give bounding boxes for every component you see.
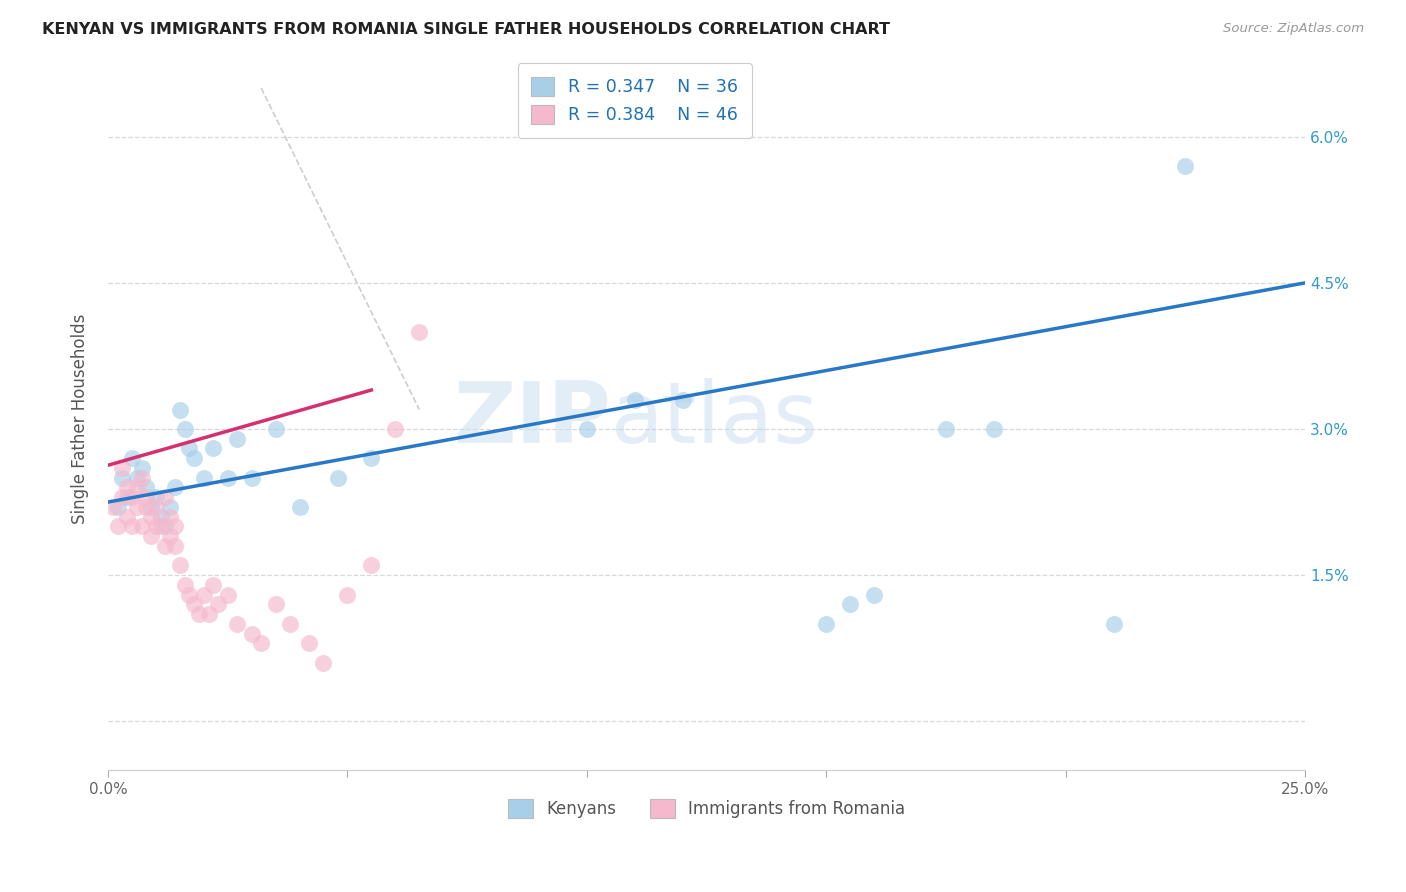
Point [125, 500, 148, 514]
Y-axis label: Single Father Households: Single Father Households [72, 314, 89, 524]
Point [163, 519, 186, 533]
Point [360, 451, 382, 466]
Point [121, 490, 143, 504]
Point [115, 490, 138, 504]
Point [139, 529, 162, 543]
Point [145, 519, 167, 533]
Point [159, 500, 181, 514]
Point [839, 598, 862, 612]
Point [115, 509, 138, 524]
Point [125, 480, 148, 494]
Point [217, 588, 239, 602]
Point [193, 588, 215, 602]
Point [135, 490, 157, 504]
Point [155, 539, 177, 553]
Point [183, 598, 205, 612]
Point [193, 471, 215, 485]
Point [135, 480, 157, 494]
Point [149, 509, 172, 524]
Point [863, 588, 886, 602]
Point [240, 471, 263, 485]
Point [935, 422, 957, 436]
Point [217, 471, 239, 485]
Point [121, 519, 143, 533]
Point [408, 325, 430, 339]
Point [149, 519, 172, 533]
Point [336, 588, 359, 602]
Point [179, 588, 201, 602]
Point [173, 422, 195, 436]
Point [107, 500, 129, 514]
Point [983, 422, 1005, 436]
Point [202, 578, 225, 592]
Point [135, 500, 157, 514]
Point [131, 461, 153, 475]
Point [278, 616, 301, 631]
Point [131, 519, 153, 533]
Point [288, 500, 311, 514]
Point [1174, 159, 1197, 173]
Point [111, 490, 134, 504]
Point [188, 607, 211, 621]
Point [250, 636, 273, 650]
Point [115, 480, 138, 494]
Point [264, 422, 287, 436]
Point [131, 471, 153, 485]
Point [179, 442, 201, 456]
Point [197, 607, 219, 621]
Point [1102, 616, 1125, 631]
Point [183, 451, 205, 466]
Point [226, 616, 249, 631]
Text: atlas: atlas [610, 377, 818, 461]
Point [163, 480, 186, 494]
Point [111, 461, 134, 475]
Point [326, 471, 349, 485]
Point [240, 626, 263, 640]
Point [312, 656, 335, 670]
Point [155, 490, 177, 504]
Point [815, 616, 838, 631]
Point [139, 500, 162, 514]
Text: Source: ZipAtlas.com: Source: ZipAtlas.com [1223, 22, 1364, 36]
Point [155, 519, 177, 533]
Text: KENYAN VS IMMIGRANTS FROM ROMANIA SINGLE FATHER HOUSEHOLDS CORRELATION CHART: KENYAN VS IMMIGRANTS FROM ROMANIA SINGLE… [42, 22, 890, 37]
Point [125, 471, 148, 485]
Point [159, 509, 181, 524]
Point [384, 422, 406, 436]
Point [226, 432, 249, 446]
Point [145, 500, 167, 514]
Point [575, 422, 598, 436]
Point [202, 442, 225, 456]
Point [360, 558, 382, 573]
Text: ZIP: ZIP [453, 377, 610, 461]
Point [163, 539, 186, 553]
Point [169, 558, 191, 573]
Point [139, 509, 162, 524]
Point [101, 500, 124, 514]
Legend: Kenyans, Immigrants from Romania: Kenyans, Immigrants from Romania [502, 793, 911, 825]
Point [264, 598, 287, 612]
Point [173, 578, 195, 592]
Point [298, 636, 321, 650]
Point [107, 519, 129, 533]
Point [145, 490, 167, 504]
Point [169, 402, 191, 417]
Point [159, 529, 181, 543]
Point [671, 392, 693, 407]
Point [623, 392, 645, 407]
Point [121, 451, 143, 466]
Point [207, 598, 229, 612]
Point [111, 471, 134, 485]
